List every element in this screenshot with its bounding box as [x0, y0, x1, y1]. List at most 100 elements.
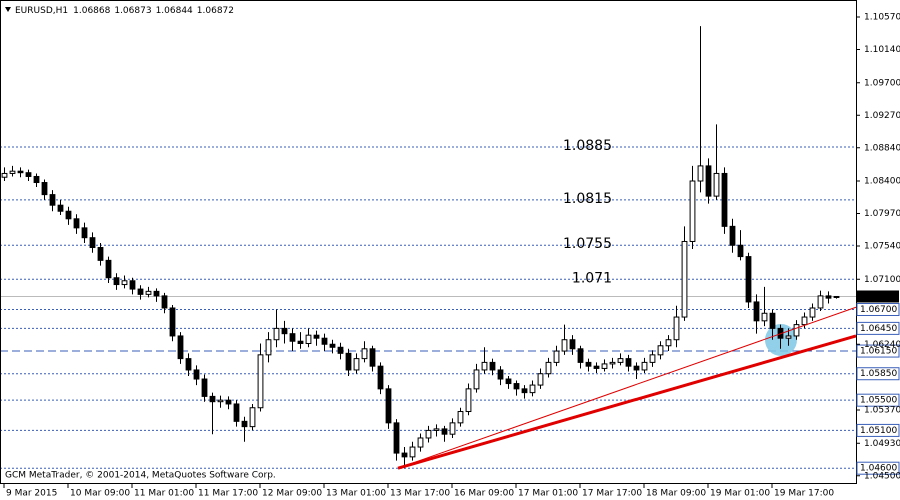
x-tick-label: 19 Mar 01:00	[710, 489, 770, 499]
candle-body	[337, 346, 344, 354]
candle-body	[401, 452, 408, 458]
x-tick-label: 13 Mar 17:00	[390, 489, 450, 499]
candle-body	[793, 324, 800, 337]
candle-body	[177, 335, 184, 360]
current-price-box	[857, 290, 899, 303]
candle-body	[97, 247, 104, 261]
y-tick-label: 1.04930	[864, 439, 900, 449]
price-box	[856, 302, 900, 316]
price-box	[856, 344, 900, 358]
candle-body	[657, 345, 664, 356]
candle-body	[545, 361, 552, 375]
candle-body	[305, 334, 312, 345]
candle-body	[353, 358, 360, 371]
x-tick-label: 17 Mar 01:00	[518, 489, 578, 499]
candle-body	[233, 403, 240, 422]
y-tick-label: 1.10570	[864, 13, 900, 23]
y-tick-label: 1.05370	[864, 406, 900, 416]
candle-body	[681, 240, 688, 318]
candle-body	[513, 383, 520, 390]
candle-body	[529, 384, 536, 394]
level-label: 1.0755	[563, 236, 612, 252]
price-box-label: 1.06450	[860, 324, 897, 334]
candle-body	[345, 352, 352, 371]
x-tick-label: 11 Mar 17:00	[198, 489, 258, 499]
price-box	[856, 423, 900, 437]
candle-body	[505, 378, 512, 385]
candle-body	[649, 354, 656, 363]
candle-body	[577, 348, 584, 363]
x-tick-label: 11 Mar 01:00	[134, 489, 194, 499]
y-tick-label: 1.07540	[864, 242, 900, 252]
candle-body	[225, 399, 232, 405]
levels: 1.0885 1.0815 1.0755 1.071	[0, 138, 856, 469]
candle-body	[249, 407, 256, 428]
candle-body	[9, 170, 16, 174]
x-tick-label: 13 Mar 01:00	[326, 489, 386, 499]
candle-body	[273, 327, 280, 341]
candle-body	[561, 339, 568, 352]
price-box	[856, 393, 900, 407]
candle-body	[769, 312, 776, 329]
axes: 1.06700 1.06450 1.06150 1.05850 1.05500 1.051…	[3, 13, 900, 499]
candle-body	[137, 288, 144, 295]
y-tick-label: 1.07970	[864, 209, 900, 219]
candle-body	[145, 290, 152, 295]
y-tick-label: 1.09270	[864, 111, 900, 121]
candle-body	[385, 388, 392, 424]
candle-body	[321, 337, 328, 345]
menu-arrow[interactable]	[5, 7, 11, 12]
candle-body	[569, 339, 576, 350]
candle-body	[641, 361, 648, 371]
candle-body	[449, 422, 456, 435]
y-tick-label: 1.06240	[864, 340, 900, 350]
candle-body	[409, 446, 416, 458]
x-tick-label: 10 Mar 09:00	[70, 489, 130, 499]
candle-body	[689, 180, 696, 242]
candle-body	[833, 295, 840, 298]
candle-body	[241, 420, 248, 428]
candle-body	[1, 172, 8, 178]
candle-body	[201, 378, 208, 397]
copyright: GCM MetaTrader, © 2001-2014, MetaQuotes …	[5, 471, 276, 481]
price-box	[856, 367, 900, 381]
candle-body	[417, 437, 424, 448]
candle-body	[601, 363, 608, 369]
price-box-label: 1.04600	[860, 464, 897, 474]
candle-body	[617, 358, 624, 363]
price-box-label: 1.05100	[860, 426, 897, 436]
candle-body	[193, 369, 200, 380]
trendline	[397, 334, 857, 470]
candle-body	[489, 361, 496, 371]
candle-body	[537, 373, 544, 386]
level-label: 1.071	[572, 270, 612, 286]
candle-body	[329, 343, 336, 348]
candle-body	[457, 411, 464, 424]
candle-body	[81, 227, 88, 239]
candle-body	[809, 307, 816, 318]
y-tick-label: 1.07100	[864, 275, 900, 285]
candle-body	[609, 361, 616, 365]
candle-body	[257, 354, 264, 409]
price-box-label: 1.05500	[860, 396, 897, 406]
candle-body	[289, 333, 296, 342]
x-tick-label: 9 Mar 2015	[6, 489, 57, 499]
price-box	[856, 321, 900, 335]
price-box-label: 1.06700	[860, 305, 897, 315]
trendlines	[397, 306, 857, 470]
candle-body	[817, 295, 824, 309]
candle-body	[105, 259, 112, 279]
candle-body	[625, 358, 632, 367]
header: EURUSD,H1 1.06868 1.06873 1.06844 1.06872	[15, 6, 234, 16]
candle-body	[377, 365, 384, 390]
candle-body	[33, 175, 40, 184]
candle-body	[57, 204, 64, 212]
candle-body	[169, 307, 176, 337]
y-tick-label: 1.10140	[864, 45, 900, 55]
price-box-label: 1.05850	[860, 369, 897, 379]
candle-body	[593, 365, 600, 369]
candle-body	[369, 348, 376, 367]
candle-body	[281, 327, 288, 335]
